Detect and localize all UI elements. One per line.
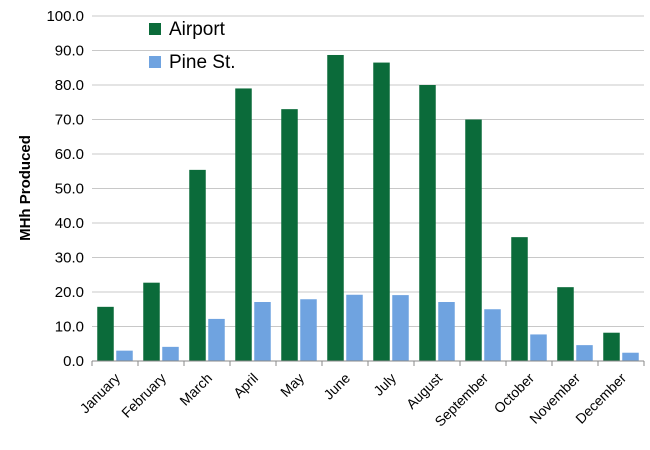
y-tick-label: 70.0 [55,112,84,129]
bar-pine-st-january [116,350,133,361]
x-tick-label: March [176,370,215,409]
x-tick-label: December [572,370,629,427]
x-tick-label: April [230,370,261,401]
y-tick-label: 0.0 [63,353,84,370]
y-axis-title: MHh Produced [17,135,34,241]
bar-airport-june [327,54,344,362]
bar-pine-st-november [576,345,593,361]
bar-airport-september [465,119,482,361]
bar-pine-st-october [530,334,547,361]
legend-label: Pine St. [169,52,236,73]
bar-pine-st-june [346,294,363,361]
bars [97,54,639,362]
x-tick-label: May [277,370,307,400]
bar-airport-august [419,85,436,361]
legend-label: Airport [169,19,226,40]
bar-airport-may [281,109,298,362]
legend-swatch [149,23,161,35]
bar-airport-october [511,237,528,361]
bar-airport-march [189,169,206,361]
y-tick-label: 50.0 [55,181,84,198]
x-tick-label: October [491,370,538,417]
bar-airport-april [235,88,252,361]
bar-pine-st-april [254,302,271,361]
bar-pine-st-may [300,299,317,361]
bar-airport-july [373,62,390,361]
gridlines [92,15,644,327]
bar-airport-february [143,282,160,361]
bar-pine-st-august [438,302,455,361]
y-tick-label: 10.0 [55,319,84,336]
bar-pine-st-september [484,309,501,361]
y-axis-ticks: 0.0 10.0 20.0 30.0 40.0 50.0 60.0 70.0 80.0 90.0 1… [46,8,84,370]
y-tick-label: 20.0 [55,284,84,301]
bar-airport-december [603,332,620,361]
x-tick-label: August [403,370,445,412]
y-tick-label: 90.0 [55,43,84,60]
legend: Airport Pine St. [149,19,236,73]
y-tick-label: 100.0 [46,8,84,25]
bar-pine-st-march [208,318,225,361]
x-tick-label: January [77,370,124,417]
bar-pine-st-february [162,346,179,361]
y-tick-label: 40.0 [55,215,84,232]
bar-airport-january [97,306,114,361]
y-tick-label: 60.0 [55,146,84,163]
legend-swatch [149,56,161,68]
bar-pine-st-july [392,295,409,361]
x-tick-label: February [118,370,169,421]
bar-airport-november [557,287,574,361]
x-tick-label: July [370,370,399,399]
y-tick-label: 30.0 [55,250,84,267]
bar-pine-st-december [622,352,639,361]
y-tick-label: 80.0 [55,77,84,94]
x-tick-label: June [320,370,353,403]
